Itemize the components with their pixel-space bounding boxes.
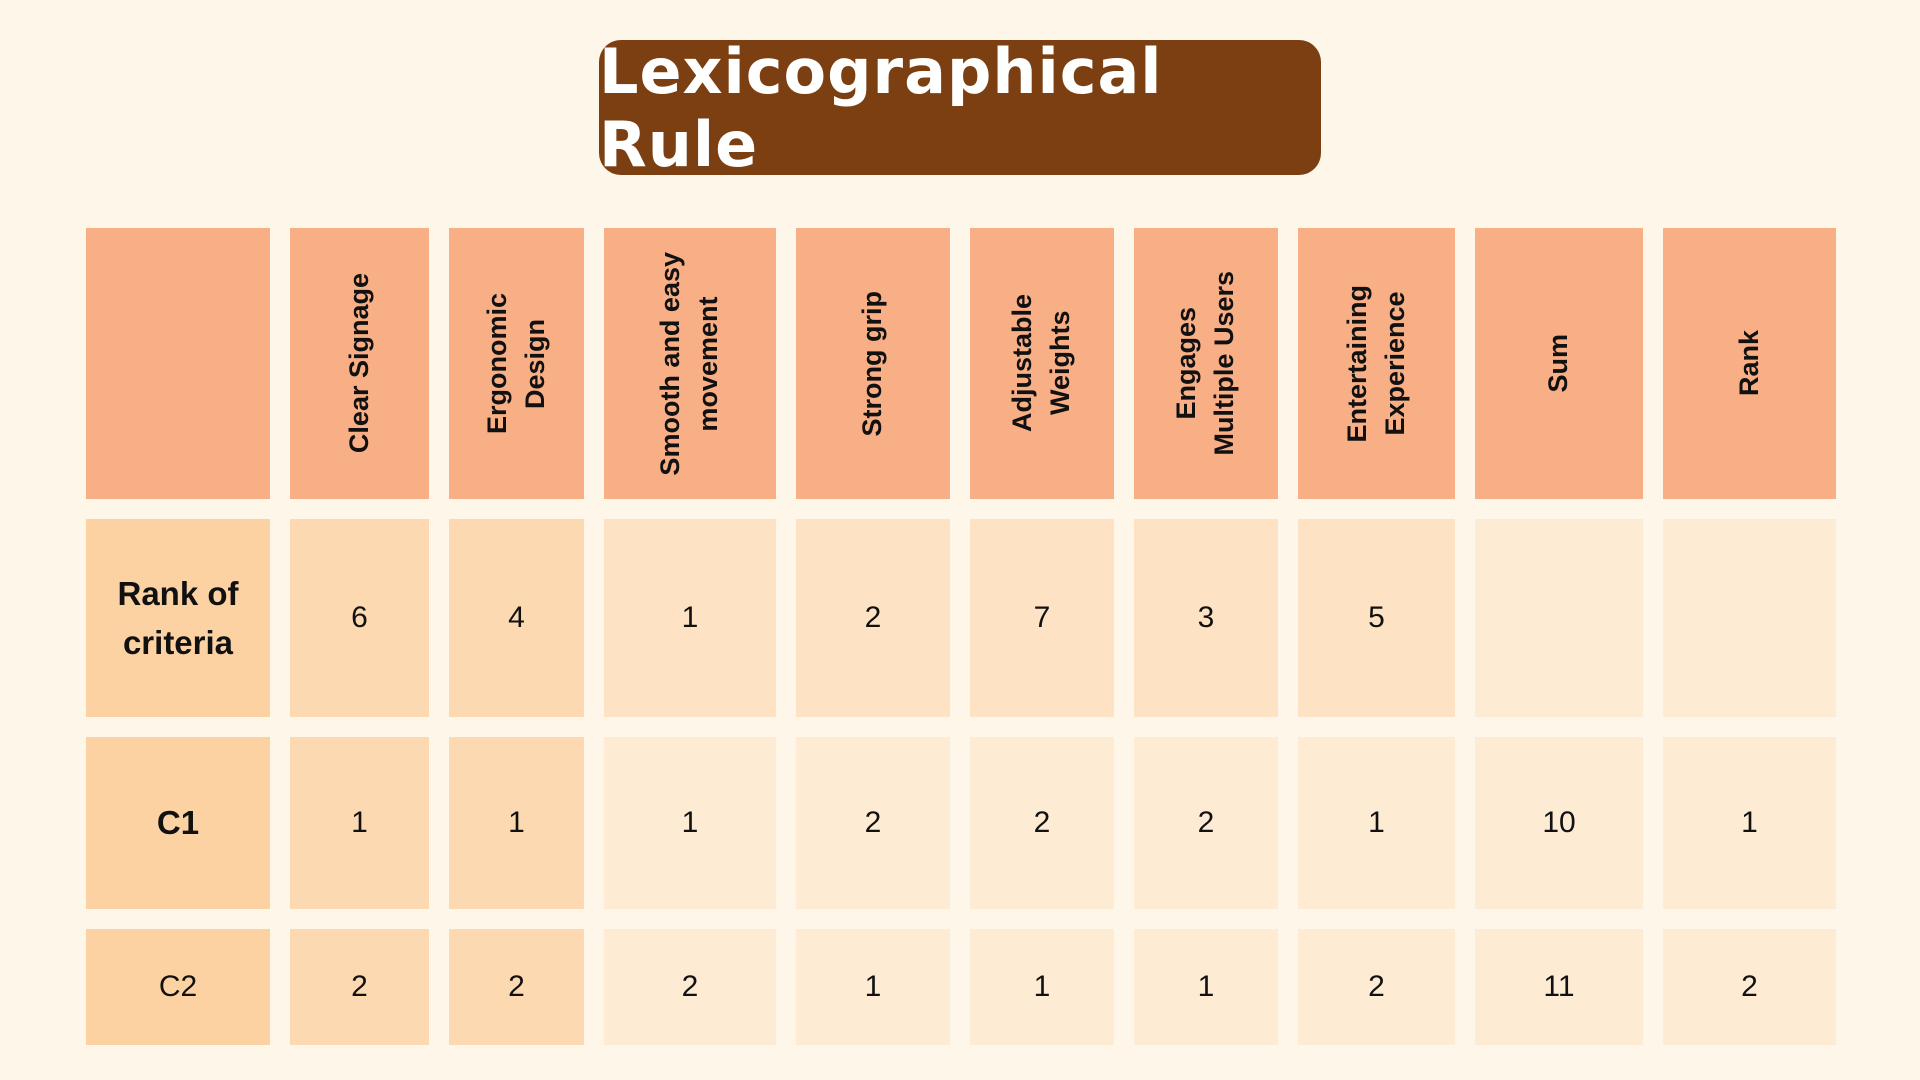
page-title: Lexicographical Rule (599, 34, 1163, 181)
header-smooth-movement: Smooth and easy movement (604, 228, 776, 499)
table-cell: 11 (1475, 929, 1643, 1045)
table-cell: 2 (1663, 929, 1836, 1045)
table-cell: 2 (1134, 737, 1278, 909)
table-cell: 2 (604, 929, 776, 1045)
table-cell: 1 (796, 929, 950, 1045)
header-label: Entertaining Experience (1341, 284, 1410, 443)
table-cell (1663, 519, 1836, 717)
table-cell: 3 (1134, 519, 1278, 717)
table-cell: 1 (1298, 737, 1455, 909)
criteria-table: Clear Signage Ergonomic Design Smooth an… (86, 228, 1836, 1045)
table-cell: 1 (1134, 929, 1278, 1045)
row-label-c1: C1 (86, 737, 270, 909)
table-cell: 5 (1298, 519, 1455, 717)
table-cell: 2 (796, 737, 950, 909)
table-cell: 1 (970, 929, 1114, 1045)
table-cell: 2 (1298, 929, 1455, 1045)
table-cell: 2 (449, 929, 584, 1045)
header-label: Ergonomic Design (481, 292, 550, 434)
table-cell: 10 (1475, 737, 1643, 909)
table-cell: 1 (449, 737, 584, 909)
header-label: Sum (1543, 334, 1574, 393)
table-cell: 1 (604, 519, 776, 717)
table-cell: 6 (290, 519, 429, 717)
header-label: Engages Multiple Users (1171, 271, 1239, 456)
header-ergonomic-design: Ergonomic Design (449, 228, 584, 499)
table-cell: 1 (604, 737, 776, 909)
title-banner: Lexicographical Rule (599, 35, 1321, 181)
header-label: Clear Signage (343, 273, 374, 454)
header-clear-signage: Clear Signage (290, 228, 429, 499)
header-sum: Sum (1475, 228, 1643, 499)
header-entertaining-experience: Entertaining Experience (1298, 228, 1455, 499)
table-cell: 2 (796, 519, 950, 717)
table-cell: 1 (290, 737, 429, 909)
header-adjustable-weights: Adjustable Weights (970, 228, 1114, 499)
table-cell: 2 (970, 737, 1114, 909)
table-cell: 4 (449, 519, 584, 717)
header-label: Smooth and easy movement (655, 251, 723, 476)
row-label-rank-of-criteria: Rank of criteria (86, 519, 270, 717)
header-label: Adjustable Weights (1007, 294, 1075, 433)
table-cell: 1 (1663, 737, 1836, 909)
table-cell: 2 (290, 929, 429, 1045)
header-label: Strong grip (857, 290, 888, 437)
header-label: Rank (1733, 330, 1764, 397)
table-cell (1475, 519, 1643, 717)
table-cell: 7 (970, 519, 1114, 717)
header-engages-multiple-users: Engages Multiple Users (1134, 228, 1278, 499)
header-strong-grip: Strong grip (796, 228, 950, 499)
header-rank: Rank (1663, 228, 1836, 499)
header-corner-cell (86, 228, 270, 499)
row-label-c2: C2 (86, 929, 270, 1045)
